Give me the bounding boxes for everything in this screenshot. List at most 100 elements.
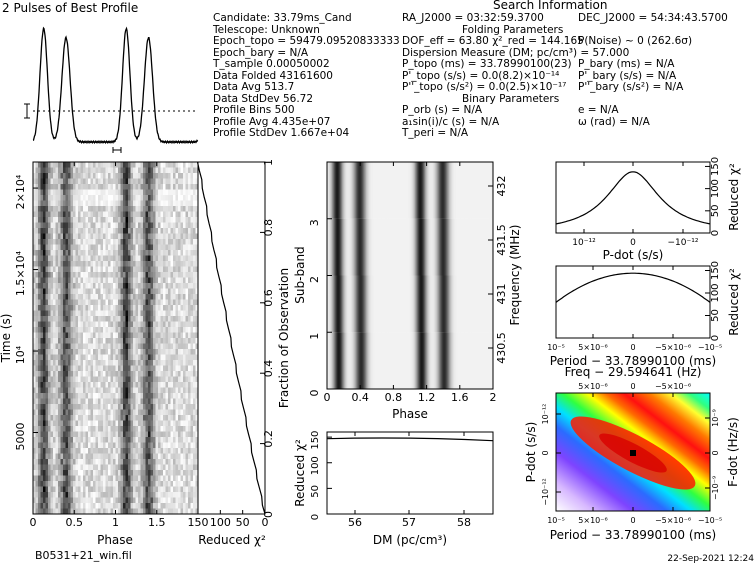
pixel (140, 343, 144, 350)
pixel (178, 459, 181, 465)
pixel (328, 162, 330, 219)
pixel (73, 459, 76, 465)
pixel (53, 426, 56, 432)
pixel (153, 486, 156, 493)
pixel (170, 420, 174, 427)
pixel (73, 332, 76, 339)
pixel (110, 321, 114, 328)
tick-label: 5000 (14, 423, 27, 451)
pixel (193, 228, 196, 234)
pixel (185, 420, 189, 427)
pixel (100, 327, 104, 333)
pixel (135, 288, 139, 295)
pixel (434, 275, 436, 333)
pixel (68, 360, 71, 366)
pixel (113, 255, 116, 262)
pixel (390, 332, 393, 389)
pixel (110, 382, 114, 388)
pixel (178, 239, 181, 245)
pixel (60, 431, 64, 438)
pixel (58, 409, 61, 416)
pixel (160, 162, 164, 168)
pixel (73, 409, 76, 416)
pixel (120, 222, 124, 229)
pixel (90, 371, 94, 377)
pixel (173, 244, 176, 251)
pixel (476, 218, 478, 276)
pixel (108, 382, 111, 388)
pixel (436, 275, 438, 333)
pixel (85, 277, 89, 284)
pixel (170, 316, 174, 322)
pixel (90, 343, 94, 350)
pixel (130, 189, 134, 196)
pixel (68, 288, 71, 295)
pixel (53, 393, 56, 399)
pixel (193, 250, 196, 256)
pixel (83, 162, 86, 168)
pixel (373, 332, 375, 389)
pixel (148, 382, 151, 388)
pixel (347, 275, 349, 333)
pixel (90, 327, 94, 333)
pixel (173, 217, 176, 223)
pixel (103, 354, 106, 361)
pixel (138, 222, 141, 229)
pixel (415, 332, 418, 389)
pixel (78, 178, 81, 185)
pixel (153, 222, 156, 229)
pixel (113, 349, 116, 355)
pixel (163, 167, 166, 174)
pixel (140, 431, 144, 438)
pixel (90, 415, 94, 421)
pixel (50, 393, 54, 399)
pixel (75, 448, 79, 454)
pixel (327, 332, 330, 389)
pixel (365, 218, 367, 276)
pixel (143, 470, 146, 476)
pixel (70, 376, 74, 383)
pixel (50, 338, 54, 344)
pixel (60, 393, 64, 399)
pixel (115, 393, 119, 399)
pixel (85, 239, 89, 245)
pixel (344, 162, 346, 219)
pixel (188, 382, 191, 388)
pixel (190, 332, 194, 339)
pixel (188, 310, 191, 317)
pixel (123, 206, 126, 212)
pixel (155, 244, 159, 251)
pixel (35, 294, 39, 300)
pixel (58, 404, 61, 410)
pixel (143, 277, 146, 284)
pixel (58, 415, 61, 421)
pixel (462, 275, 464, 333)
pixel (405, 332, 408, 389)
pixel (123, 261, 126, 267)
pixel (387, 218, 389, 276)
pixel (88, 233, 91, 240)
pixel (148, 283, 151, 289)
pixel (488, 218, 490, 276)
pixel (123, 497, 126, 504)
pixel (63, 415, 66, 421)
pixel (78, 233, 81, 240)
pixel (133, 437, 136, 443)
pixel (168, 288, 171, 295)
pixel (455, 218, 457, 276)
pixel (93, 200, 96, 207)
pixel (140, 283, 144, 289)
pixel (93, 420, 96, 427)
pixel (43, 173, 46, 179)
pixel (43, 470, 46, 476)
pixel (108, 492, 111, 498)
pixel (130, 442, 134, 449)
pixel (60, 349, 64, 355)
pixel (33, 250, 36, 256)
pixel (53, 178, 56, 185)
pixel (83, 239, 86, 245)
pixel (123, 299, 126, 306)
pixel (183, 365, 186, 372)
pixel (153, 420, 156, 427)
pixel (168, 404, 171, 410)
